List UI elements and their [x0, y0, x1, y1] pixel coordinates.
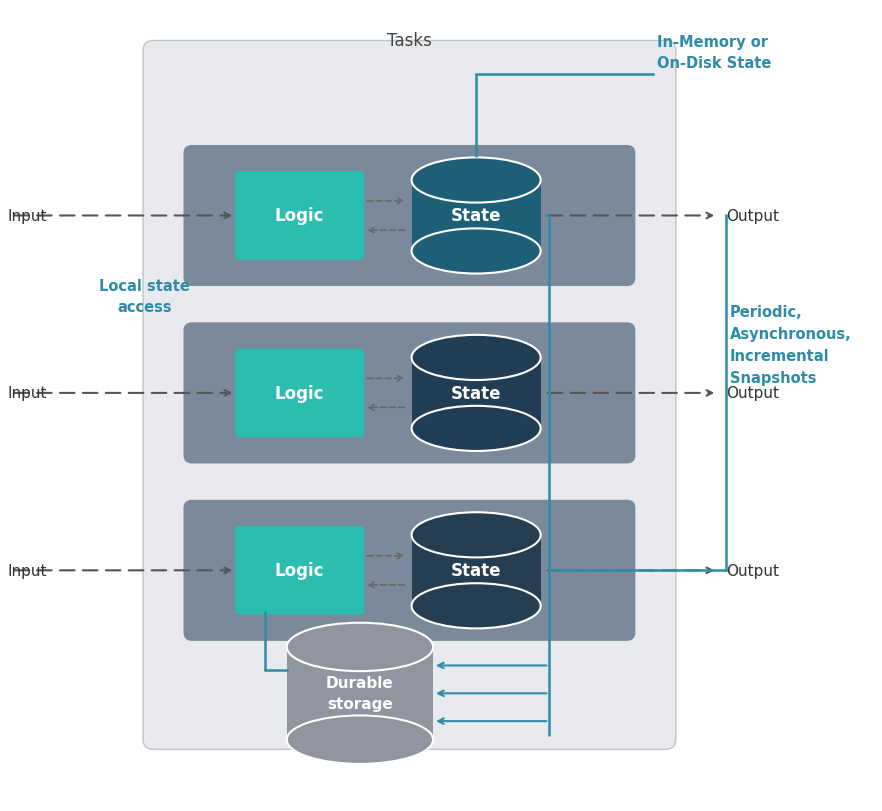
Text: Logic: Logic	[275, 208, 325, 225]
FancyBboxPatch shape	[235, 526, 364, 615]
Ellipse shape	[412, 336, 541, 380]
FancyBboxPatch shape	[183, 323, 635, 464]
Text: Output: Output	[726, 386, 779, 401]
Text: Local state
access: Local state access	[100, 279, 191, 315]
Text: Output: Output	[726, 208, 779, 224]
Ellipse shape	[412, 513, 541, 558]
Polygon shape	[287, 647, 433, 740]
FancyBboxPatch shape	[183, 146, 635, 287]
FancyBboxPatch shape	[235, 349, 364, 438]
Text: Durable
storage: Durable storage	[326, 676, 394, 711]
Text: State: State	[451, 562, 501, 580]
Ellipse shape	[287, 623, 433, 672]
Text: Logic: Logic	[275, 562, 325, 580]
Text: State: State	[451, 384, 501, 402]
Text: Output: Output	[726, 563, 779, 578]
Polygon shape	[412, 181, 541, 251]
Text: Input: Input	[7, 563, 47, 578]
Text: Input: Input	[7, 386, 47, 401]
FancyBboxPatch shape	[183, 500, 635, 641]
Text: State: State	[451, 208, 501, 225]
Text: Input: Input	[7, 208, 47, 224]
Polygon shape	[412, 358, 541, 429]
Ellipse shape	[412, 229, 541, 274]
Text: Periodic,
Asynchronous,
Incremental
Snapshots: Periodic, Asynchronous, Incremental Snap…	[730, 304, 852, 386]
Ellipse shape	[287, 715, 433, 764]
Ellipse shape	[412, 583, 541, 629]
Text: In-Memory or
On-Disk State: In-Memory or On-Disk State	[657, 36, 771, 71]
Text: Logic: Logic	[275, 384, 325, 402]
Ellipse shape	[412, 158, 541, 204]
Polygon shape	[412, 535, 541, 606]
FancyBboxPatch shape	[143, 41, 676, 749]
Text: Tasks: Tasks	[386, 32, 431, 50]
FancyBboxPatch shape	[235, 172, 364, 260]
Ellipse shape	[412, 406, 541, 452]
